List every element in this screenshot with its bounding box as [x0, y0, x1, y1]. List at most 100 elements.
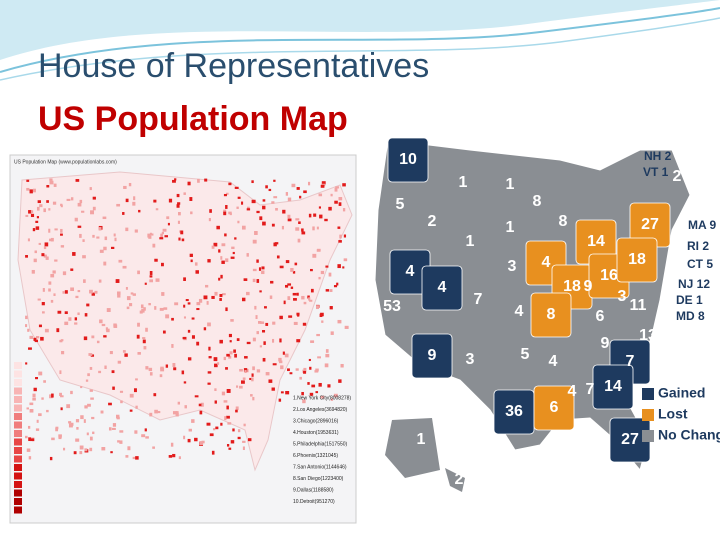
population-dot [73, 451, 77, 455]
population-dot [187, 438, 191, 443]
legend-swatch [14, 413, 22, 420]
population-dot [262, 357, 266, 362]
population-dot [338, 379, 342, 383]
population-dot [98, 370, 102, 374]
population-dot [301, 295, 305, 300]
population-dot [309, 299, 313, 302]
population-dot [330, 331, 334, 335]
population-dot [134, 229, 138, 233]
population-dot [75, 179, 80, 182]
population-dot [25, 315, 28, 320]
population-dot [98, 279, 102, 283]
population-dot [191, 335, 195, 339]
population-dot [324, 218, 328, 222]
state-seat-label: 7 [626, 353, 635, 370]
population-dot [225, 307, 228, 312]
population-dot [260, 321, 265, 324]
population-dot [148, 303, 151, 306]
population-dot [199, 410, 203, 415]
population-dot [256, 369, 261, 373]
population-dot [165, 314, 170, 319]
population-dot [213, 428, 216, 431]
population-dot [30, 213, 35, 218]
population-dot [89, 436, 93, 441]
population-dot [177, 220, 180, 224]
population-dot [99, 249, 104, 253]
population-dot [196, 308, 200, 311]
population-dot [208, 356, 212, 359]
population-dot [27, 425, 31, 429]
population-dot [174, 178, 177, 181]
state-callout: NJ 12 [678, 277, 710, 291]
population-dot [318, 206, 321, 209]
population-dot [83, 419, 86, 423]
population-dot [64, 290, 68, 294]
population-dot [283, 300, 286, 305]
population-dot [94, 290, 98, 294]
population-dot [194, 395, 199, 398]
population-dot [43, 208, 46, 213]
population-dot [205, 284, 209, 288]
population-dot [241, 225, 246, 230]
population-dot [178, 456, 181, 460]
population-dot [170, 442, 174, 447]
population-dot [206, 422, 211, 426]
population-dot [30, 210, 34, 213]
population-dot [275, 207, 278, 211]
population-dot [39, 204, 43, 208]
population-dot [27, 328, 30, 332]
state-callout: DE 1 [676, 293, 703, 307]
population-dot [42, 288, 45, 292]
legend-swatch [642, 430, 654, 442]
population-dot [77, 290, 81, 293]
population-dot [88, 353, 93, 356]
population-dot [175, 411, 179, 415]
population-dot [303, 370, 307, 374]
population-dot [230, 440, 235, 444]
population-dot [207, 322, 211, 327]
state-seat-label: 9 [584, 278, 593, 295]
population-dot [49, 180, 54, 185]
population-dot [208, 218, 211, 222]
population-dot [280, 391, 284, 394]
state-seat-label: 4 [515, 303, 524, 320]
population-dot [41, 253, 45, 257]
population-dot [219, 298, 222, 301]
population-dot [92, 234, 95, 238]
population-dot [113, 233, 116, 237]
population-dot [296, 312, 300, 316]
population-dot [108, 427, 112, 431]
population-dot [199, 441, 204, 446]
population-dot [132, 201, 136, 206]
population-dot [321, 181, 326, 185]
state-seat-label: 14 [587, 233, 605, 250]
map-title: US Population Map (www.populationlabs.co… [14, 159, 117, 165]
population-dot [83, 336, 88, 341]
population-dot [55, 427, 59, 432]
city-label: 3.Chicago(2896016) [293, 418, 339, 424]
population-dot [62, 291, 65, 294]
population-dot [209, 433, 214, 437]
population-dot [89, 366, 93, 370]
population-dot [83, 279, 86, 283]
population-dot [284, 353, 289, 358]
population-dot [28, 456, 32, 460]
population-dot [91, 292, 95, 296]
population-dot [44, 328, 49, 333]
population-dot [124, 353, 128, 357]
population-dot [105, 327, 108, 331]
population-dot [214, 291, 218, 296]
population-dot [37, 298, 41, 301]
population-dot [46, 409, 49, 413]
population-dot [229, 340, 232, 343]
population-dot [223, 400, 228, 403]
legend-swatch [14, 379, 22, 386]
population-dot [236, 206, 239, 209]
population-dot [59, 370, 62, 375]
population-dot [60, 339, 64, 342]
population-dot [262, 205, 266, 210]
city-label: 5.Philadelphia(1517550) [293, 441, 348, 447]
population-dot [228, 182, 232, 186]
state-seat-label: 2 [455, 471, 464, 488]
state-seat-label: 4 [542, 254, 551, 271]
